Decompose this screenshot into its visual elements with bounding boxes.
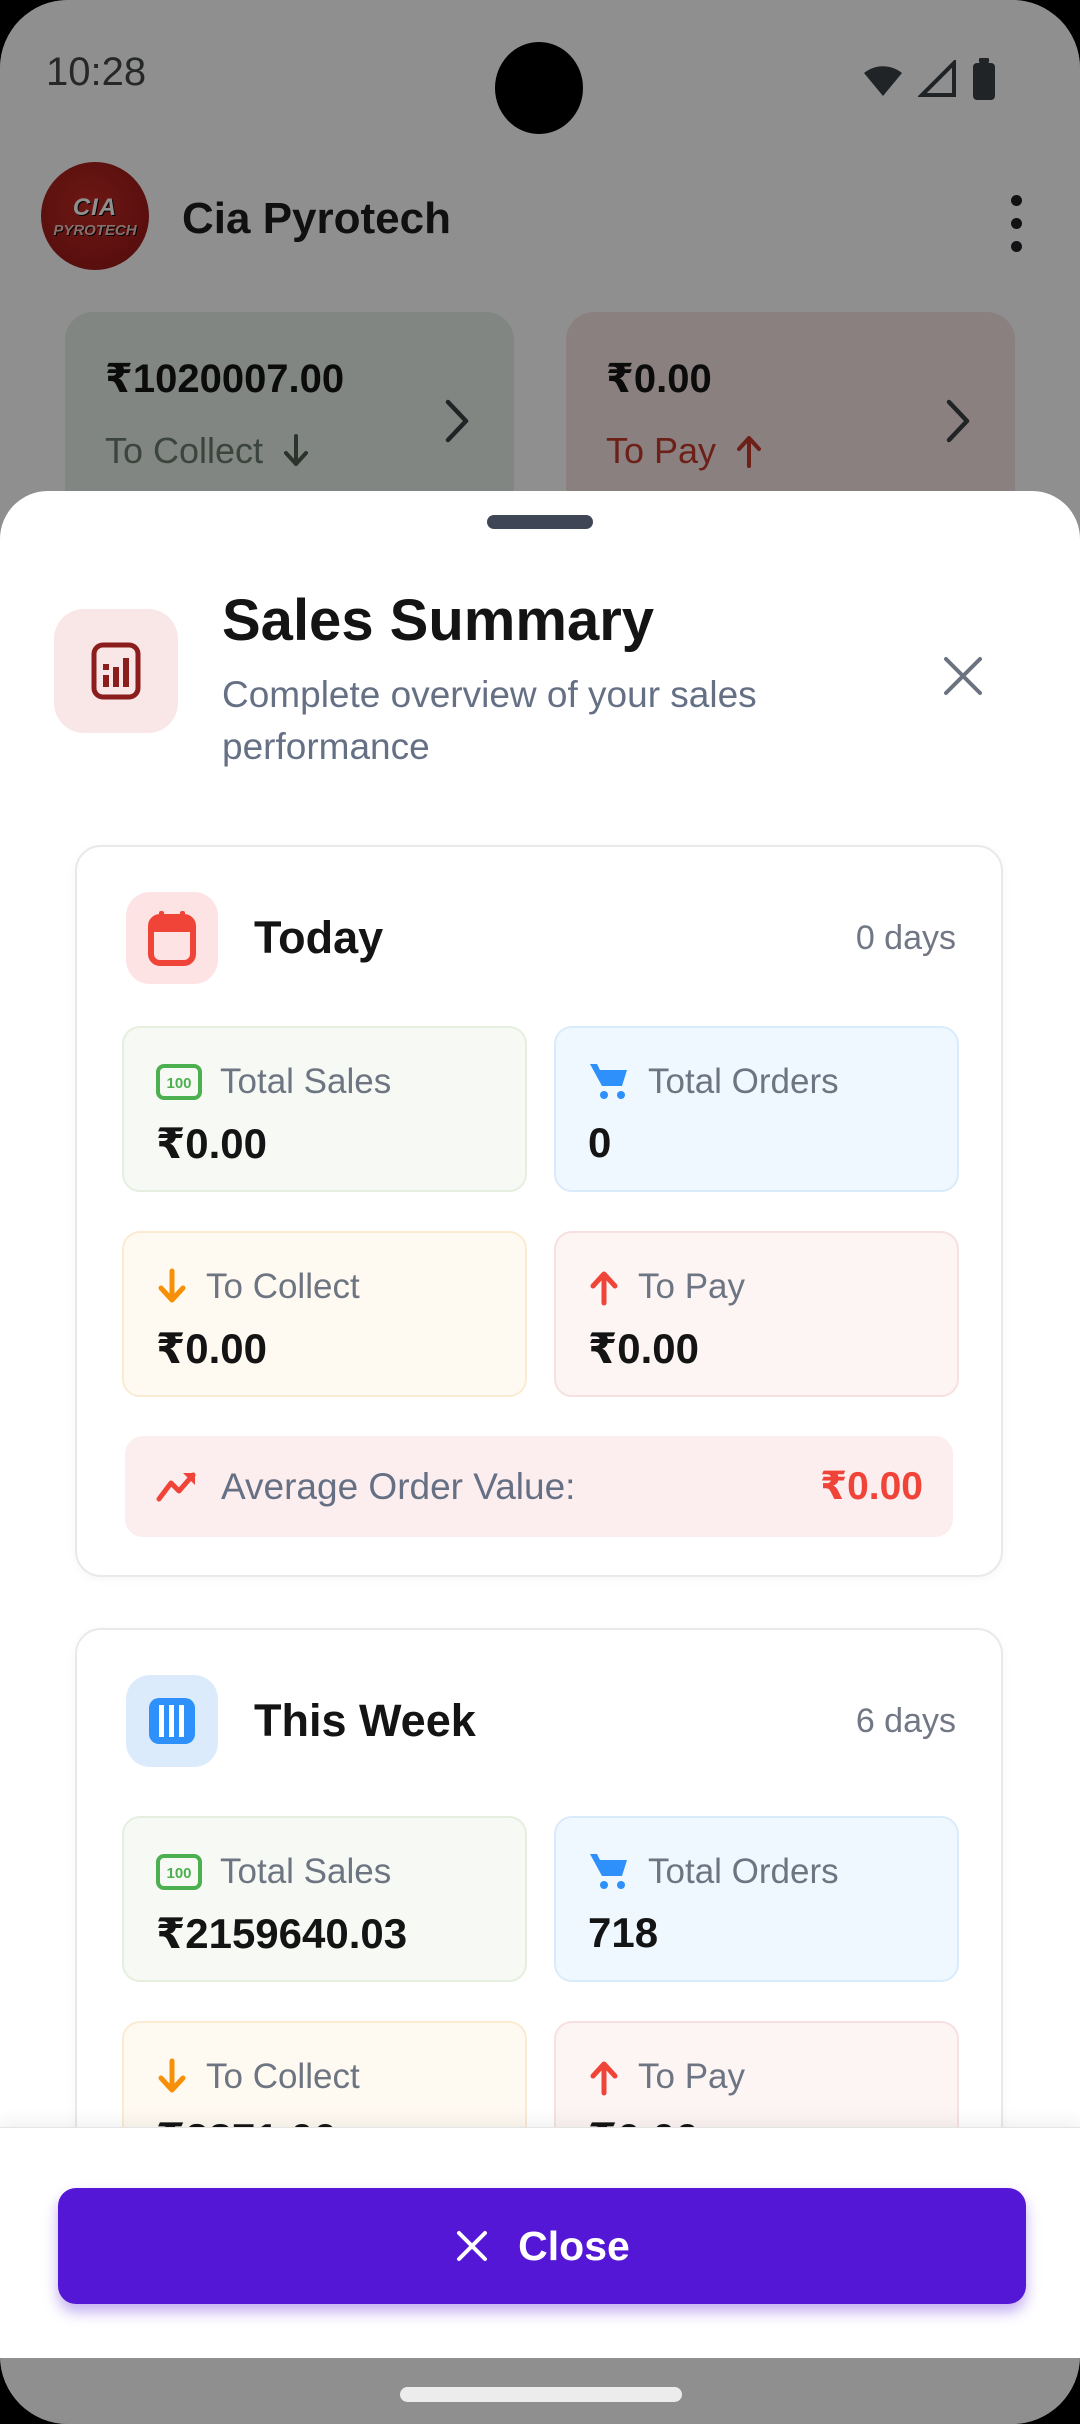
company-logo: CIA PYROTECH — [41, 162, 149, 270]
arrow-down-icon — [158, 2058, 186, 2093]
week-total-orders-card: Total Orders 718 — [554, 1816, 959, 1982]
arrow-down-icon — [284, 434, 309, 466]
sheet-subtitle: Complete overview of your sales performa… — [222, 674, 757, 767]
aov-value: ₹0.00 — [819, 1465, 923, 1508]
today-section-card: Today 0 days 100 Total Sales ₹0.00 — [75, 845, 1003, 1577]
camera-cutout — [495, 42, 583, 134]
status-bar: 10:28 — [0, 0, 1080, 134]
today-total-sales-label: Total Sales — [220, 1062, 392, 1101]
sales-summary-sheet: Sales Summary Complete overview of your … — [0, 491, 1080, 2358]
svg-text:100: 100 — [166, 1865, 191, 1882]
today-total-sales-card: 100 Total Sales ₹0.00 — [122, 1026, 527, 1192]
arrow-up-icon — [590, 1271, 618, 1306]
sheet-footer: Close — [0, 2127, 1080, 2358]
close-button-label: Close — [518, 2222, 630, 2269]
chevron-right-icon — [444, 398, 470, 449]
week-total-orders-label: Total Orders — [648, 1852, 839, 1891]
drag-handle[interactable] — [487, 515, 593, 529]
to-collect-label: To Collect — [105, 430, 264, 471]
arrow-down-icon — [158, 1268, 186, 1303]
banknote-icon: 100 — [156, 1064, 202, 1100]
today-days-badge: 0 days — [855, 918, 956, 957]
app-header: CIA PYROTECH Cia Pyrotech — [0, 162, 1080, 282]
today-total-orders-value: 0 — [588, 1119, 612, 1166]
aov-label: Average Order Value: — [221, 1465, 576, 1507]
logo-text-top: CIA — [72, 193, 118, 221]
status-icons — [862, 58, 996, 105]
today-to-collect-card: To Collect ₹0.00 — [122, 1231, 527, 1397]
close-icon — [457, 2231, 488, 2261]
today-total-orders-card: Total Orders 0 — [554, 1026, 959, 1192]
close-icon[interactable] — [938, 651, 988, 701]
today-total-sales-value: ₹0.00 — [156, 1120, 267, 1167]
overflow-menu-icon[interactable] — [996, 188, 1036, 258]
calendar-icon — [126, 892, 218, 984]
today-to-pay-card: To Pay ₹0.00 — [554, 1231, 959, 1397]
arrow-up-icon — [737, 436, 762, 468]
today-to-pay-value: ₹0.00 — [588, 1325, 699, 1372]
trending-up-icon — [156, 1472, 196, 1501]
chevron-right-icon — [945, 398, 971, 449]
today-title: Today — [254, 912, 384, 963]
to-pay-label: To Pay — [606, 430, 717, 471]
week-days-badge: 6 days — [855, 1701, 956, 1740]
today-to-collect-value: ₹0.00 — [156, 1325, 267, 1372]
cart-icon — [590, 1854, 627, 1889]
today-total-orders-label: Total Orders — [648, 1062, 839, 1101]
sheet-title: Sales Summary — [222, 588, 655, 653]
week-total-sales-card: 100 Total Sales ₹2159640.03 — [122, 1816, 527, 1982]
status-time: 10:28 — [46, 50, 147, 94]
average-order-value-strip: Average Order Value: ₹0.00 — [125, 1436, 953, 1537]
week-total-sales-label: Total Sales — [220, 1852, 392, 1891]
today-to-collect-label: To Collect — [206, 1267, 360, 1306]
banknote-icon: 100 — [156, 1854, 202, 1890]
week-title: This Week — [254, 1695, 476, 1746]
sheet-header: Sales Summary Complete overview of your … — [0, 587, 1080, 817]
week-to-collect-label: To Collect — [206, 2057, 360, 2096]
battery-icon — [972, 58, 996, 105]
week-calendar-icon — [126, 1675, 218, 1767]
wifi-icon — [862, 60, 904, 103]
sales-chart-icon — [54, 609, 178, 733]
today-to-pay-label: To Pay — [638, 1267, 745, 1306]
week-total-sales-value: ₹2159640.03 — [156, 1910, 408, 1957]
svg-text:100: 100 — [166, 1075, 191, 1092]
arrow-up-icon — [590, 2061, 618, 2096]
close-button[interactable]: Close — [58, 2188, 1026, 2304]
to-pay-amount: ₹0.00 — [606, 357, 712, 401]
week-total-orders-value: 718 — [588, 1909, 659, 1956]
to-collect-amount: ₹1020007.00 — [105, 357, 345, 401]
logo-text-bottom: PYROTECH — [53, 221, 137, 239]
gesture-navigation-bar[interactable] — [400, 2387, 682, 2402]
app-title: Cia Pyrotech — [182, 194, 451, 243]
week-to-pay-label: To Pay — [638, 2057, 745, 2096]
cellular-signal-icon — [917, 58, 958, 103]
cart-icon — [590, 1064, 627, 1099]
